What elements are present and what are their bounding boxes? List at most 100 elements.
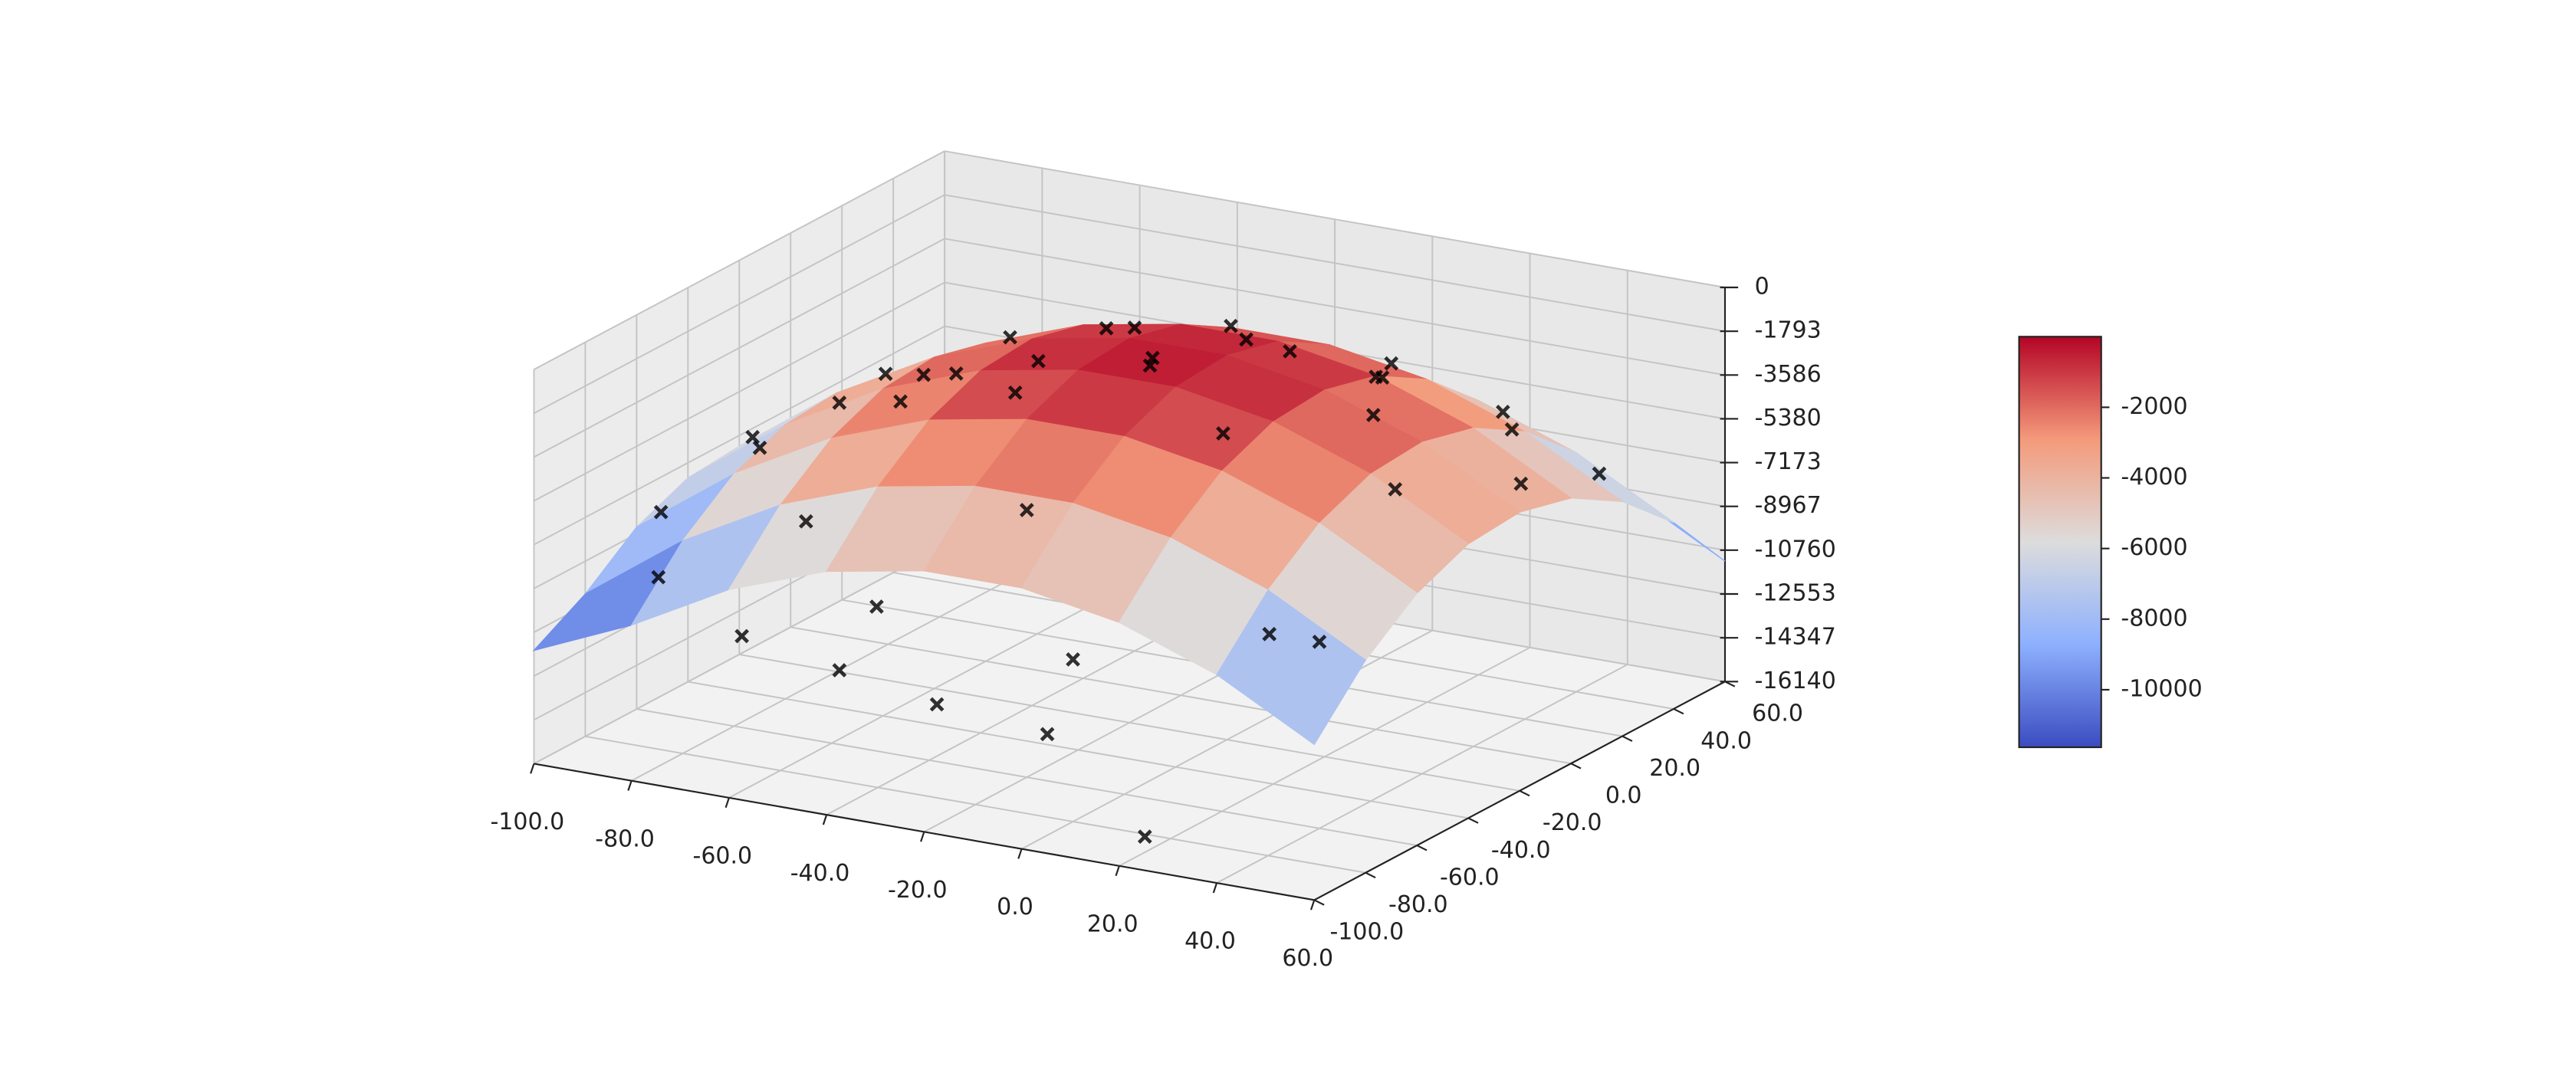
marker-stroke [745, 429, 761, 445]
y-tick-label: 20.0 [1649, 755, 1700, 782]
marker-stroke [1384, 356, 1399, 371]
y-tick-label: -100.0 [1329, 919, 1404, 946]
y-tick-label: -60.0 [1440, 864, 1500, 891]
scatter-marker [1030, 353, 1046, 369]
marker-stroke [1592, 466, 1607, 481]
y-tick-label: -20.0 [1543, 809, 1602, 836]
z-tick-label: -12553 [1755, 579, 1836, 606]
z-tick-label: -3586 [1755, 361, 1822, 388]
marker-stroke [1066, 652, 1080, 667]
marker-stroke [1224, 318, 1238, 333]
marker-stroke [653, 504, 669, 520]
marker-stroke [878, 366, 893, 382]
scatter-marker [1216, 426, 1230, 441]
scatter-marker [1127, 320, 1142, 335]
y-tick-label: -80.0 [1388, 891, 1448, 918]
marker-stroke [1003, 330, 1017, 345]
marker-stroke [1368, 369, 1384, 384]
scatter-marker [869, 599, 884, 614]
z-tick-label: -8967 [1755, 492, 1822, 519]
marker-stroke [1513, 476, 1529, 491]
y-tick [1365, 871, 1376, 879]
grid-line [944, 150, 1726, 288]
marker-stroke [651, 569, 666, 585]
x-tick [530, 763, 535, 774]
scatter-marker [752, 440, 767, 455]
colorbar-tick-label: -10000 [2121, 675, 2202, 702]
grid-line [944, 238, 1726, 376]
scatter-marker [929, 697, 945, 712]
marker-stroke [1365, 408, 1381, 422]
z-tick-label: -16140 [1755, 668, 1836, 694]
x-tick [627, 780, 632, 791]
marker-stroke [1239, 332, 1254, 347]
x-tick [1212, 882, 1218, 894]
y-tick [1416, 845, 1428, 852]
marker-stroke [1283, 343, 1297, 359]
scatter-marker [1224, 318, 1238, 333]
grid-line [636, 708, 1418, 846]
y-tick-label: 60.0 [1752, 701, 1803, 727]
axis-line [1313, 681, 1726, 901]
x-tick-label: 60.0 [1282, 945, 1333, 972]
scatter-marker [916, 367, 932, 382]
grid-line [533, 281, 945, 502]
scatter-marker [1145, 350, 1160, 366]
scatter-marker [1262, 626, 1277, 642]
marker-stroke [1262, 626, 1277, 642]
y-tick [1673, 707, 1684, 715]
marker-stroke [1504, 422, 1520, 437]
scatter-marker [1312, 634, 1327, 649]
grid-line [533, 194, 945, 415]
y-tick [1570, 763, 1582, 769]
marker-stroke [1495, 405, 1510, 419]
marker-stroke [1145, 350, 1160, 366]
marker-stroke [1099, 320, 1114, 336]
scatter-marker [948, 366, 964, 381]
scatter-marker [798, 514, 813, 529]
scatter-marker [1019, 503, 1034, 517]
scatter-marker [1099, 320, 1114, 336]
grid-line [944, 194, 1726, 333]
scatter-marker [832, 395, 847, 410]
marker-stroke [1216, 426, 1230, 441]
y-tick-label: 0.0 [1605, 783, 1642, 809]
axis-line [534, 763, 1315, 901]
marker-stroke [1007, 385, 1023, 400]
marker-stroke [1388, 482, 1403, 497]
y-tick [1622, 735, 1633, 742]
marker-stroke [916, 367, 932, 382]
x-tick [1115, 865, 1120, 877]
scatter-marker [832, 663, 847, 678]
marker-stroke [929, 697, 945, 712]
scatter-marker [1137, 829, 1152, 845]
grid-line [585, 735, 1366, 874]
scatter-marker [653, 504, 669, 520]
y-tick [1313, 899, 1325, 906]
x-tick-label: 40.0 [1184, 928, 1236, 955]
grid-line [533, 238, 945, 458]
scatter-marker [1066, 652, 1080, 667]
scatter-marker [1003, 330, 1017, 345]
y-tick [1519, 789, 1530, 797]
scatter-marker [1592, 466, 1607, 481]
grid-line [739, 653, 1520, 792]
x-tick-label: -60.0 [693, 843, 753, 870]
z-tick-label: -14347 [1755, 624, 1836, 651]
scatter-marker [1384, 356, 1399, 371]
scatter-marker [1368, 369, 1384, 384]
x-tick-label: -100.0 [490, 809, 564, 835]
scatter-marker [651, 569, 666, 585]
z-tick-label: 0 [1755, 274, 1769, 300]
marker-stroke [832, 395, 847, 410]
scatter-marker [1365, 408, 1381, 422]
grid-line [790, 626, 1572, 765]
marker-stroke [948, 366, 964, 381]
scatter-marker [1283, 343, 1297, 359]
marker-stroke [1312, 634, 1327, 649]
marker-stroke [734, 628, 750, 644]
y-tick-label: -40.0 [1491, 837, 1551, 864]
grid-line [533, 150, 945, 370]
